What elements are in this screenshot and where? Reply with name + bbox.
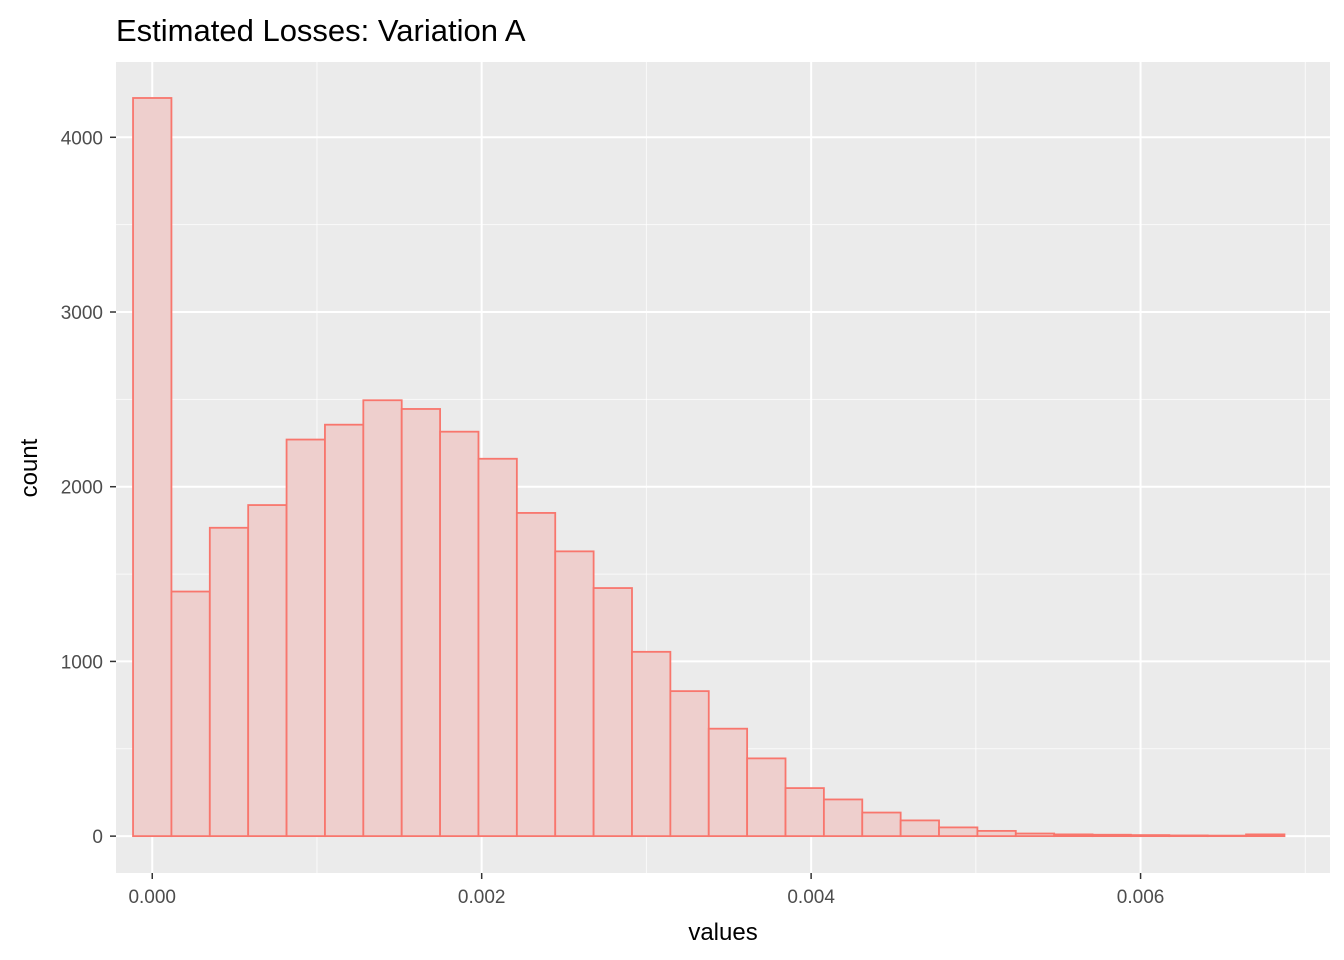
histogram-bar <box>247 504 288 838</box>
histogram-bar <box>1206 834 1247 838</box>
histogram-bar <box>170 590 211 838</box>
histogram-bar <box>631 650 672 838</box>
histogram-bar <box>1168 834 1209 838</box>
histogram-bar <box>208 526 250 838</box>
histogram-bar <box>746 757 787 838</box>
histogram-bar <box>976 829 1017 838</box>
histogram-bar <box>669 690 710 838</box>
histogram-bar <box>362 399 403 838</box>
chart-title: Estimated Losses: Variation A <box>116 13 526 48</box>
x-tick-label: 0.000 <box>128 887 176 908</box>
histogram-bar <box>1245 833 1286 838</box>
x-tick-label: 0.002 <box>458 887 506 908</box>
y-tick-label: 0 <box>92 827 103 848</box>
histogram-bar <box>707 727 749 838</box>
histogram-bar <box>1130 834 1171 838</box>
histogram-bar <box>477 457 518 838</box>
histogram-bar <box>1014 832 1056 838</box>
y-tick-label: 3000 <box>61 303 103 324</box>
histogram-bar <box>439 430 480 838</box>
histogram-bar <box>592 587 633 838</box>
y-tick-label: 4000 <box>61 128 103 149</box>
histogram-bar <box>554 550 595 838</box>
x-axis-title: values <box>688 919 757 946</box>
y-axis-ticks: 0 1000 2000 3000 4000 <box>61 128 116 848</box>
x-tick-label: 0.006 <box>1117 887 1165 908</box>
y-tick-label: 1000 <box>61 652 103 673</box>
histogram-bar <box>132 97 173 838</box>
minor-gridlines <box>116 62 1330 873</box>
histogram-bar <box>1091 833 1132 838</box>
x-axis-ticks: 0.000 0.002 0.004 0.006 <box>128 873 1164 908</box>
histogram-bar <box>515 512 557 838</box>
histogram-bar <box>285 438 326 838</box>
y-tick-label: 2000 <box>61 478 103 499</box>
histogram-bar <box>861 811 902 838</box>
histogram-bar <box>784 787 825 838</box>
histogram-bar <box>400 408 441 838</box>
histogram-bar <box>822 798 864 838</box>
y-axis-title: count <box>16 438 43 497</box>
x-tick-label: 0.004 <box>787 887 835 908</box>
histogram-bar <box>1053 833 1094 838</box>
histogram-bar <box>938 826 979 838</box>
histogram-bars <box>132 97 1286 838</box>
histogram-bar <box>899 819 940 838</box>
histogram-bar <box>324 423 365 838</box>
